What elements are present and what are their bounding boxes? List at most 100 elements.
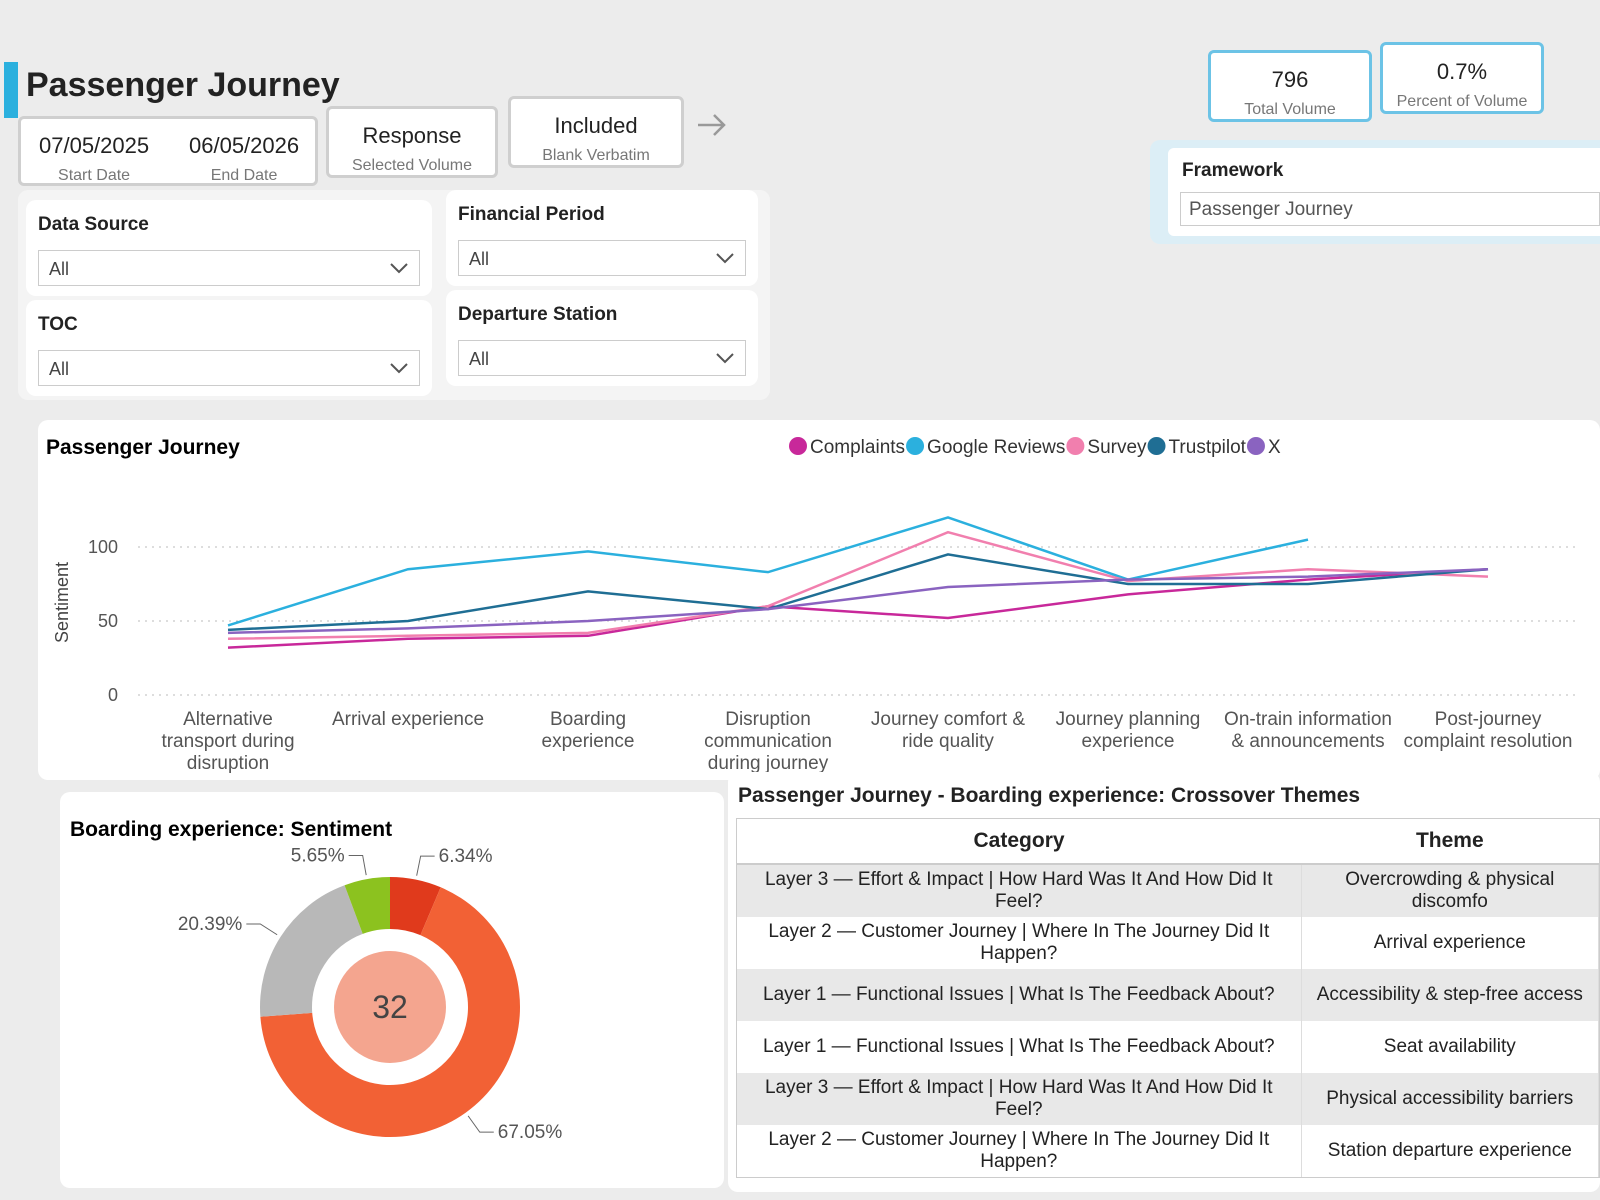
column-header: Theme [1301, 819, 1599, 865]
toggle-label: Blank Verbatim [542, 147, 650, 164]
chevron [716, 253, 734, 264]
kpi: 0.7% Percent of Volume [1380, 42, 1544, 114]
table-cell: Layer 3 — Effort & Impact | How Hard Was… [737, 864, 1302, 917]
table-cell: Layer 1 — Functional Issues | What Is Th… [737, 1021, 1302, 1073]
filter-label: TOC [38, 314, 78, 335]
kpi-value: 0.7% [1436, 59, 1488, 84]
table-cell: Seat availability [1301, 1021, 1600, 1073]
table-cell: Accessibility & step-free access [1301, 969, 1600, 1021]
legend-swatch [789, 437, 807, 455]
start-date: 07/05/2025 [39, 133, 150, 158]
start-group: 07/05/2025 Start Date [39, 119, 149, 185]
legend-swatch [906, 437, 925, 455]
leader-line [416, 855, 435, 876]
end-date: 06/05/2026 [189, 133, 300, 158]
toggle-value: Response [362, 123, 462, 148]
chart-title: Passenger Journey [46, 436, 240, 459]
legend-swatch [1147, 437, 1166, 455]
filter-panel: Data Source All Financial Period All TOC… [18, 190, 770, 400]
chevron [390, 263, 408, 274]
legend-label: X [1268, 437, 1281, 458]
y-tick-label: 100 [88, 537, 118, 557]
table-title: Passenger Journey - Boarding experience:… [738, 784, 1361, 807]
filter-value: All [49, 359, 70, 379]
date-range[interactable]: 07/05/2025 Start Date 06/05/2026 End Dat… [18, 116, 318, 186]
series-line [227, 567, 1489, 635]
filter-select[interactable]: All [458, 340, 746, 376]
table-cell: Station departure experience [1301, 1125, 1600, 1177]
x-tick-label: Journey planning experience [1055, 709, 1201, 752]
filter[interactable]: Financial Period All [446, 190, 758, 286]
table-row: Layer 1 — Functional Issues | What Is Th… [737, 969, 1600, 1021]
table-cell: Layer 2 — Customer Journey | Where In Th… [737, 1125, 1302, 1177]
toggle[interactable]: Response Selected Volume [326, 106, 498, 178]
filter[interactable]: Departure Station All [446, 290, 758, 386]
table-cell: Overcrowding & physical discomfo [1301, 864, 1600, 917]
legend-label: Trustpilot [1169, 437, 1247, 458]
x-tick-label: On-train information & announcements [1224, 709, 1392, 752]
toggle[interactable]: Included Blank Verbatim [508, 96, 684, 168]
kpi-value: 796 [1271, 67, 1309, 92]
series-line [227, 553, 1489, 632]
filter[interactable]: Data Source All [26, 200, 432, 296]
table-cell: Layer 1 — Functional Issues | What Is Th… [737, 969, 1302, 1021]
filter-select[interactable]: All [458, 240, 746, 276]
y-axis-label: Sentiment [52, 562, 72, 643]
data-label: 20.39% [178, 914, 243, 935]
x-tick-label: Journey comfort & ride quality [870, 709, 1026, 752]
chevron [716, 353, 734, 364]
x-tick-label: Alternative transport during disruption [161, 709, 295, 774]
header-row: Category Theme [737, 819, 1599, 865]
donut-slice [260, 887, 520, 1137]
leader-line [348, 854, 367, 876]
table-cell: Layer 2 — Customer Journey | Where In Th… [737, 917, 1302, 969]
x-tick-label: Post-journey complaint resolution [1403, 709, 1573, 752]
kpi: 796 Total Volume [1208, 50, 1372, 122]
kpi-label: Total Volume [1244, 101, 1336, 118]
framework-box[interactable]: Framework Passenger Journey [1168, 148, 1600, 236]
framework-panel: Framework Passenger Journey [1150, 140, 1600, 244]
table-cell: Layer 3 — Effort & Impact | How Hard Was… [737, 1073, 1302, 1125]
toggle-value: Included [554, 113, 638, 138]
table-cell: Physical accessibility barriers [1301, 1073, 1600, 1125]
series-line [227, 567, 1489, 649]
page-title: Passenger Journey [26, 66, 340, 104]
legend-swatch [1066, 437, 1085, 455]
line-chart: Passenger Journey Sentiment 0 50 100 Complain… [46, 436, 1578, 705]
data-label: 67.05% [498, 1122, 563, 1143]
legend-label: Google Reviews [927, 437, 1065, 458]
x-tick-label: Disruption communication during journey [704, 709, 832, 774]
start-date-label: Start Date [58, 167, 131, 184]
y-tick-label: 50 [98, 611, 118, 631]
table-row: Layer 2 — Customer Journey | Where In Th… [737, 1125, 1600, 1177]
table-row: Layer 2 — Customer Journey | Where In Th… [737, 917, 1600, 969]
next-arrow[interactable] [694, 110, 730, 140]
title-accent [4, 62, 18, 118]
end-date-label: End Date [210, 167, 278, 184]
donut-slice [260, 885, 363, 1017]
filter-select[interactable]: All [38, 350, 420, 386]
donut-chart: Boarding experience: Sentiment 6.34% 67.05… [70, 818, 563, 1143]
chart-title: Boarding experience: Sentiment [70, 818, 392, 841]
filter-label: Financial Period [458, 204, 605, 225]
table-row: Layer 1 — Functional Issues | What Is Th… [737, 1021, 1600, 1073]
data-label: 6.34% [439, 846, 493, 867]
donut-slice [390, 877, 441, 936]
table-row: Layer 3 — Effort & Impact | How Hard Was… [737, 864, 1600, 917]
leader-line [246, 923, 278, 936]
center-disc [334, 951, 446, 1063]
filter[interactable]: TOC All [26, 300, 432, 396]
center-value: 32 [372, 989, 408, 1025]
end-group: 06/05/2026 End Date [189, 119, 299, 185]
data-label: 5.65% [291, 845, 345, 866]
legend-swatch [1246, 437, 1265, 455]
donut-slice [344, 877, 390, 934]
x-tick-label: Arrival experience [331, 709, 485, 730]
legend-label: Survey [1087, 437, 1147, 458]
filter-select[interactable]: All [38, 250, 420, 286]
themes-table: Category Theme Layer 3 — Effort & Impact |… [737, 819, 1600, 1177]
chevron [390, 363, 408, 374]
filter-label: Data Source [38, 214, 149, 235]
line-chart-card: Passenger Journey Sentiment 0 50 100 Complain… [38, 420, 1600, 780]
